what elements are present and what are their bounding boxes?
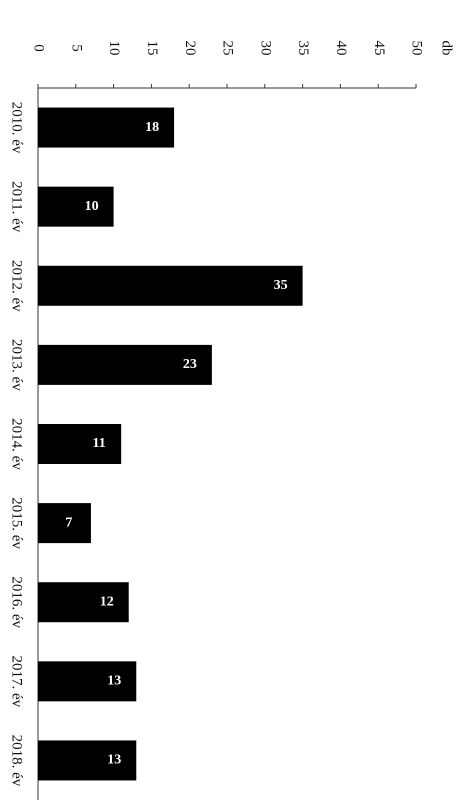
- value-label: 18: [145, 120, 159, 135]
- x-tick-label: 2012. év: [9, 260, 25, 312]
- value-label: 13: [107, 674, 121, 689]
- x-tick-label: 2013. év: [9, 339, 25, 391]
- value-label: 11: [93, 436, 106, 451]
- bar: [38, 107, 175, 148]
- bar: [38, 265, 303, 306]
- bar: [38, 424, 122, 464]
- y-tick-label: 40: [333, 41, 349, 56]
- bar: [38, 740, 137, 781]
- x-tick-label: 2014. év: [9, 418, 25, 470]
- x-tick-label: 2017. év: [9, 655, 25, 707]
- bar: [38, 503, 91, 544]
- bar: [38, 582, 129, 623]
- y-tick-label: 30: [257, 41, 273, 56]
- y-tick-label: 5: [68, 44, 84, 52]
- value-label: 13: [107, 753, 121, 768]
- x-tick-label: 2010. év: [9, 102, 25, 154]
- y-tick-label: 0: [31, 44, 47, 52]
- bar: [38, 186, 114, 227]
- x-tick-label: 2011. év: [9, 181, 25, 233]
- bar: [38, 344, 212, 385]
- y-tick-label: 10: [106, 41, 122, 56]
- y-tick-label: 50: [409, 41, 425, 56]
- value-label: 23: [183, 357, 197, 372]
- x-tick-label: 2016. év: [9, 576, 25, 628]
- axis-label: db: [439, 41, 455, 56]
- y-tick-label: 15: [144, 41, 160, 56]
- x-tick-label: 2015. év: [9, 497, 25, 549]
- y-tick-label: 35: [295, 41, 311, 56]
- x-tick-label: 2018. év: [9, 735, 25, 787]
- y-tick-label: 25: [220, 41, 236, 56]
- value-label: 12: [100, 594, 114, 609]
- y-tick-label: 20: [182, 41, 198, 56]
- bar: [38, 661, 137, 702]
- value-label: 10: [85, 199, 99, 214]
- value-label: 7: [65, 515, 72, 530]
- y-tick-label: 45: [371, 41, 387, 56]
- value-label: 35: [274, 278, 288, 293]
